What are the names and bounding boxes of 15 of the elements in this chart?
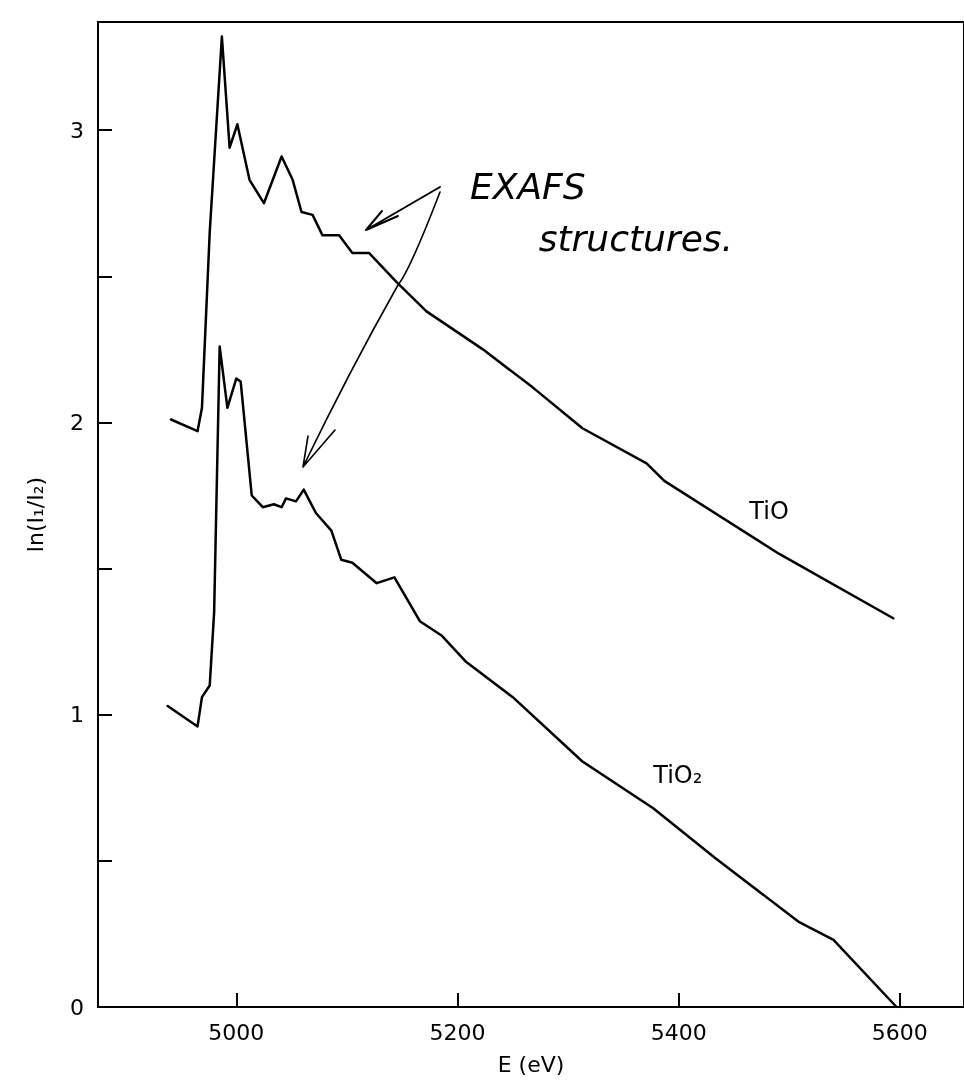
x-axis-title: E (eV): [497, 1051, 565, 1077]
x-tick-label: 5000: [208, 1019, 265, 1045]
x-tick-label: 5200: [429, 1019, 486, 1045]
x-tick-label: 5600: [871, 1019, 928, 1045]
y-tick-label: 2: [70, 409, 84, 435]
y-tick-label: 3: [70, 117, 84, 143]
x-tick-label: 5400: [650, 1019, 707, 1045]
line-series: [166, 345, 898, 1009]
series-label: TiO₂: [652, 761, 703, 790]
y-tick-label: 0: [70, 994, 84, 1020]
y-axis-title: ln(I₁/I₂): [22, 476, 48, 553]
series-label: TiO: [748, 496, 789, 525]
line-series: [169, 35, 895, 620]
y-tick-label: 1: [70, 702, 84, 728]
annotation: EXAFS structures.: [470, 165, 734, 259]
